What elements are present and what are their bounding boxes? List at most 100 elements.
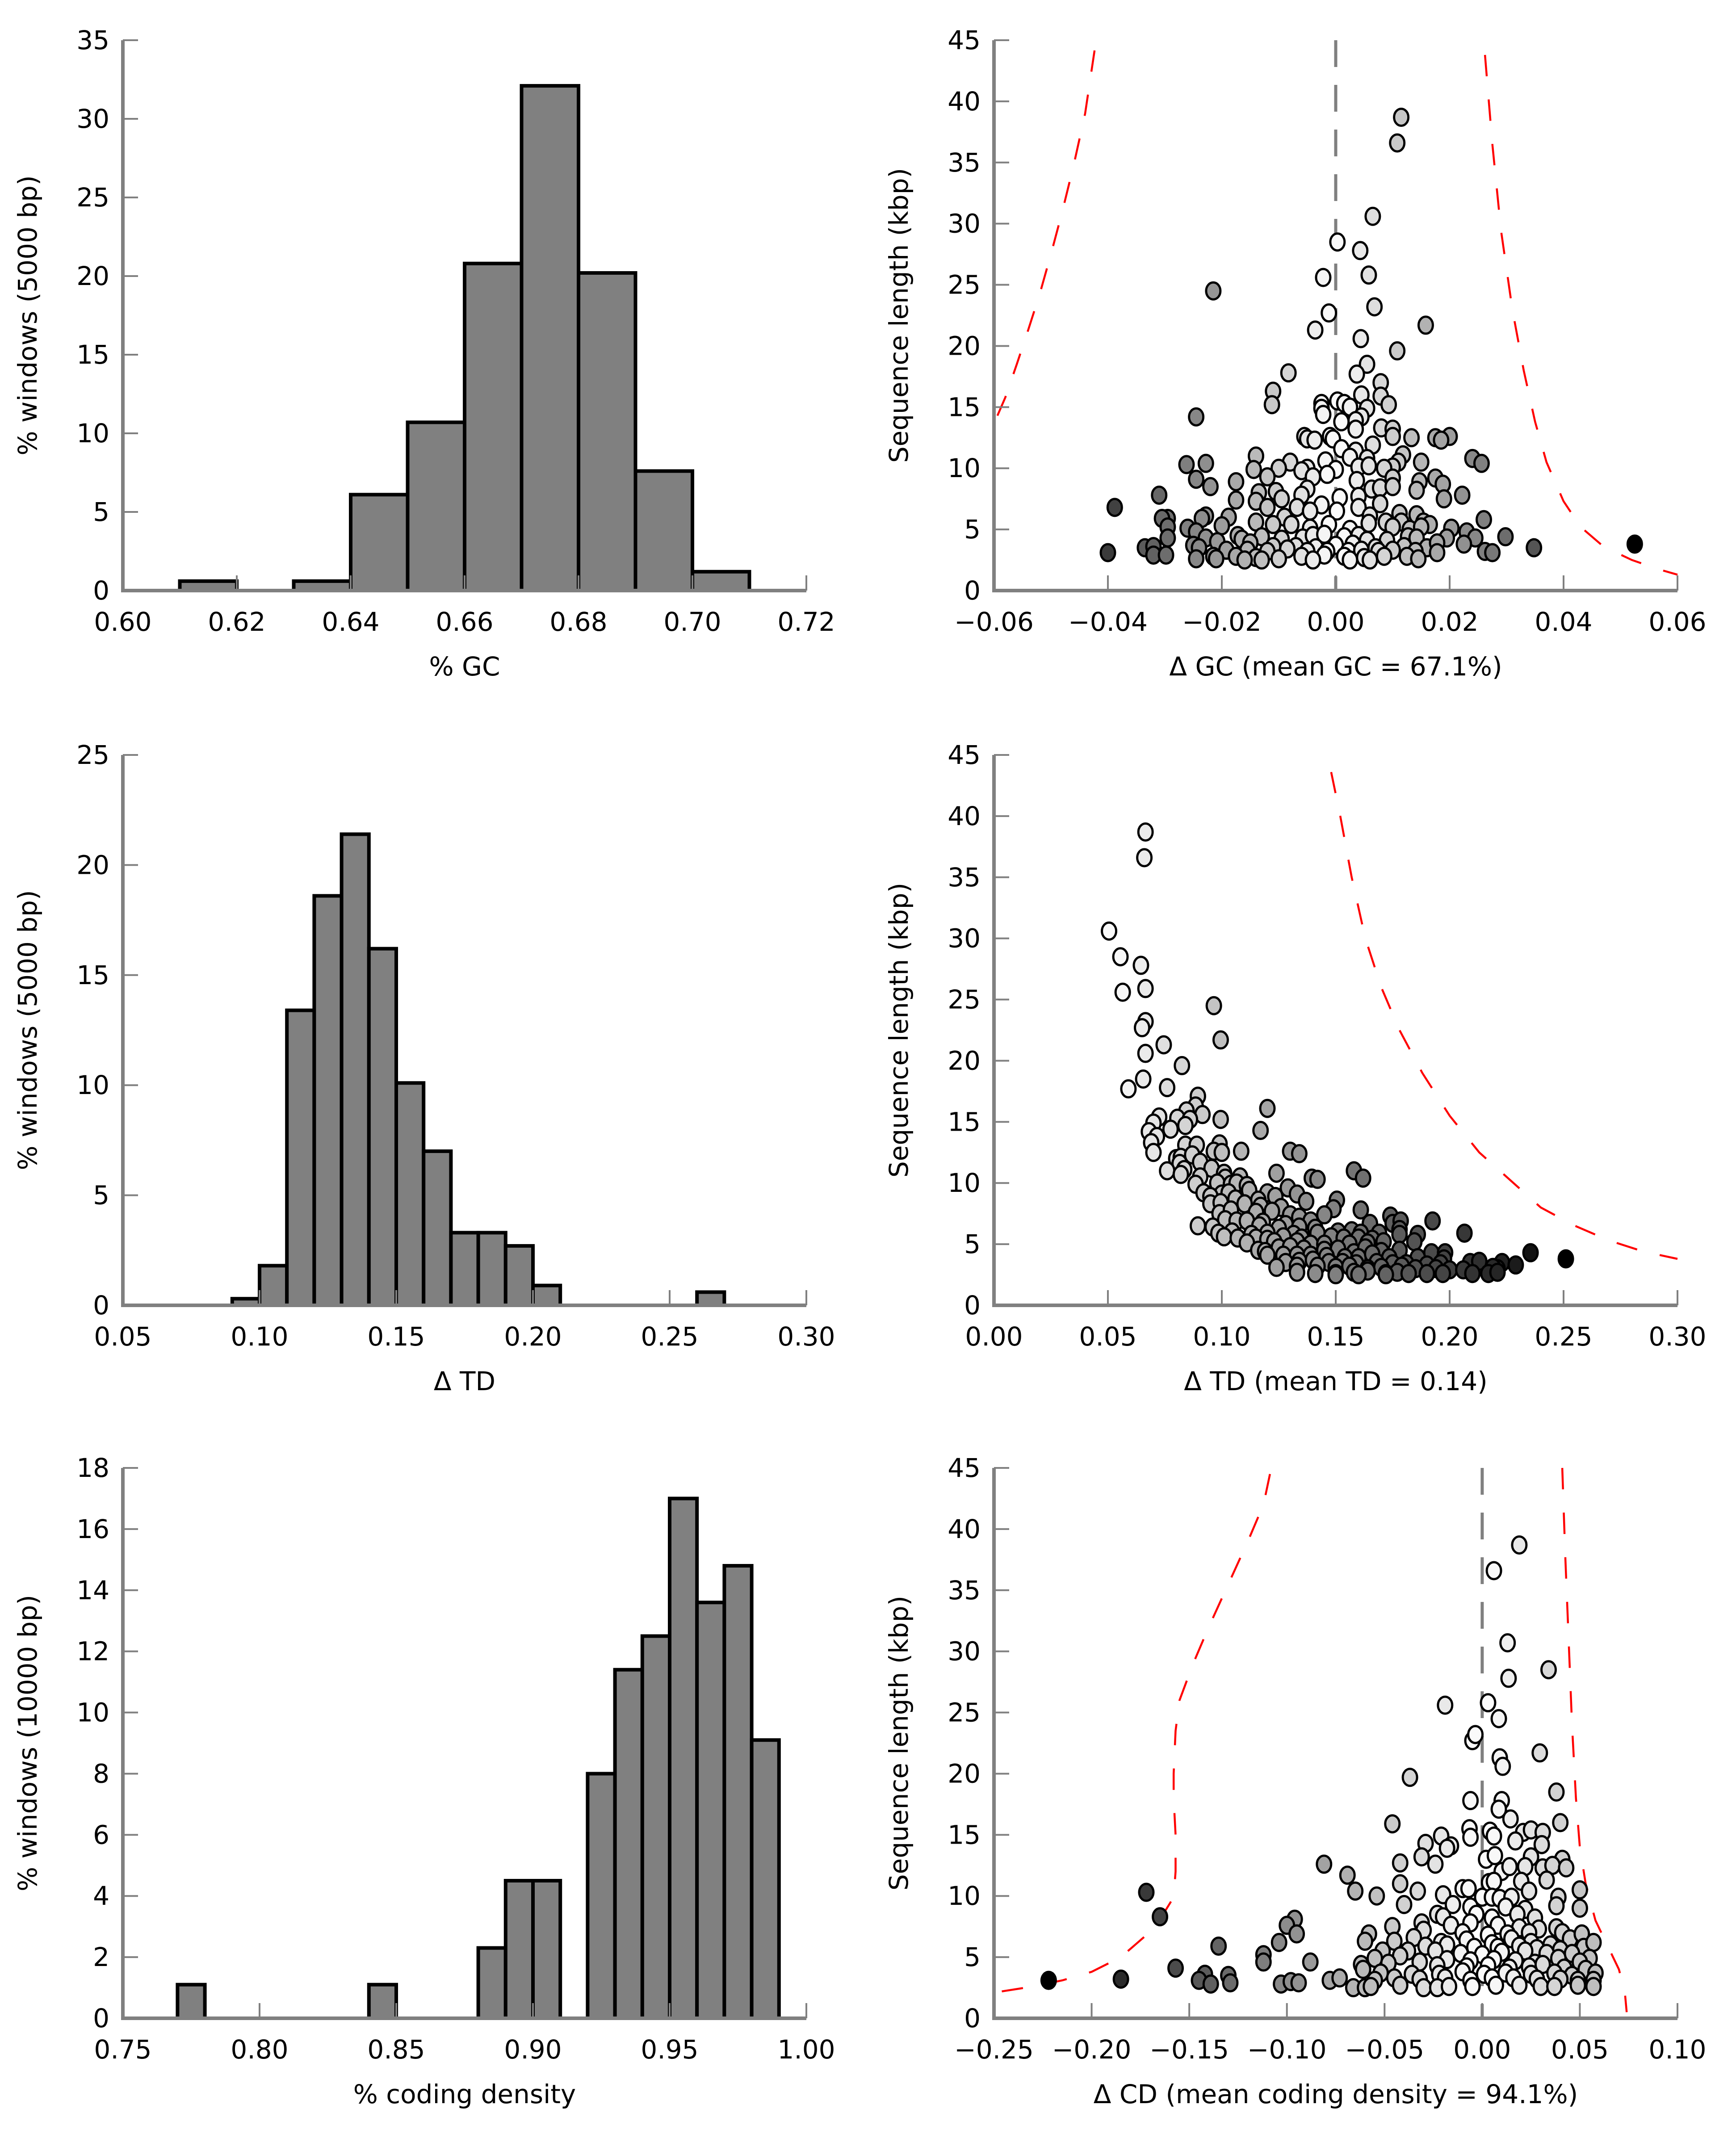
- x-axis-label: % coding density: [353, 2079, 576, 2109]
- y-tick-label: 0: [964, 2003, 981, 2033]
- scatter-point: [1532, 1977, 1549, 1996]
- scatter-point: [1389, 133, 1406, 153]
- scatter-point: [1350, 1265, 1367, 1285]
- scatter-point: [1531, 1743, 1548, 1763]
- scatter-point: [1316, 1205, 1333, 1224]
- y-tick-label: 10: [76, 418, 109, 449]
- scatter-point: [1212, 1110, 1229, 1129]
- y-tick-label: 25: [948, 1698, 981, 1728]
- histogram-bar: [722, 1564, 754, 2020]
- y-tick-label: 15: [76, 340, 109, 370]
- scatter-point: [1298, 1191, 1315, 1211]
- scatter-point: [1212, 1030, 1229, 1050]
- x-tick-label: −0.25: [954, 2034, 1034, 2065]
- x-axis-label: Δ GC (mean GC = 67.1%): [1169, 651, 1502, 682]
- scatter-point: [1417, 315, 1434, 335]
- scatter-point: [1309, 1170, 1326, 1189]
- scatter-point: [1473, 453, 1490, 473]
- scatter-point: [1392, 1874, 1409, 1894]
- histogram-bar: [531, 1283, 562, 1307]
- histogram-bar: [476, 1946, 507, 2020]
- scatter-point: [1273, 489, 1290, 509]
- scatter-point: [1546, 1977, 1563, 1996]
- x-tick-label: 0.00: [1307, 607, 1364, 637]
- histogram-bar: [176, 1983, 207, 2020]
- x-tick-label: 0.00: [1453, 2034, 1511, 2065]
- y-tick-label: 10: [948, 1881, 981, 1911]
- y-tick-label: 15: [948, 1819, 981, 1850]
- x-tick-label: 0.00: [965, 1321, 1023, 1352]
- scatter-point: [1522, 1243, 1539, 1262]
- x-axis-label: Δ TD: [434, 1366, 495, 1396]
- histogram-bar: [312, 894, 344, 1307]
- y-tick-label: 40: [948, 1514, 981, 1544]
- scatter-point: [1511, 1975, 1528, 1995]
- scatter-point: [1213, 1143, 1230, 1162]
- scatter-point: [1375, 546, 1392, 566]
- x-tick-label: −0.02: [1182, 607, 1262, 637]
- scatter-point: [1557, 1249, 1574, 1269]
- x-tick-label: 0.80: [231, 2034, 288, 2065]
- scatter-point: [1236, 550, 1253, 570]
- scatter-point: [1271, 458, 1287, 478]
- scatter-point: [1371, 494, 1388, 514]
- x-tick-label: −0.10: [1247, 2034, 1327, 2065]
- histogram-bar: [463, 261, 524, 592]
- x-axis-label: Δ CD (mean coding density = 94.1%): [1094, 2079, 1578, 2109]
- y-tick-label: 0: [964, 575, 981, 606]
- scatter-point: [1462, 1791, 1479, 1811]
- scatter-point: [1354, 1959, 1371, 1979]
- scatter-point: [1391, 1224, 1408, 1244]
- scatter-point: [1392, 1853, 1409, 1873]
- scatter-point: [1307, 320, 1324, 340]
- scatter-point: [1486, 1846, 1503, 1866]
- y-tick-label: 18: [76, 1453, 109, 1483]
- scatter-point: [1348, 364, 1365, 384]
- scatter-point: [1288, 1924, 1305, 1944]
- scatter-point: [1135, 1069, 1152, 1089]
- bound-curve-left-bound: [996, 48, 1096, 416]
- scatter-point: [1437, 1695, 1454, 1715]
- scatter-point: [1487, 1975, 1504, 1995]
- scatter-point: [1151, 485, 1168, 505]
- histogram-bar: [503, 1244, 535, 1308]
- scatter-point: [1438, 1838, 1455, 1858]
- scatter-point: [1490, 1799, 1507, 1819]
- x-tick-label: 0.64: [322, 607, 379, 637]
- histogram-bar: [422, 1149, 453, 1308]
- scatter-point: [1392, 1975, 1409, 1995]
- scatter-point: [1400, 1264, 1417, 1283]
- scatter-point: [1319, 465, 1336, 484]
- y-tick-label: 2: [93, 1942, 109, 1972]
- histogram-bar: [258, 1264, 289, 1307]
- scatter-point: [1350, 498, 1367, 517]
- y-tick-label: 0: [93, 1290, 109, 1321]
- scatter-point: [1502, 1809, 1519, 1829]
- scatter-point: [1347, 1881, 1364, 1901]
- scatter-point: [1112, 1969, 1129, 1989]
- y-tick-label: 25: [948, 270, 981, 300]
- y-tick-label: 25: [948, 985, 981, 1015]
- histogram-bar: [449, 1231, 480, 1307]
- scatter-point: [1280, 363, 1297, 383]
- scatter-point: [1410, 549, 1427, 569]
- scatter-point: [1484, 543, 1501, 562]
- scatter-point: [1418, 1264, 1435, 1283]
- x-tick-label: 0.05: [1079, 1321, 1136, 1352]
- scatter-point: [1210, 1936, 1227, 1956]
- bound-curve-bound: [1330, 771, 1678, 1260]
- x-tick-label: −0.04: [1068, 607, 1148, 637]
- panel-td-histogram: 0 5 10 15 20 25 0.05 0.10 0.15 0.20 0.25 0.30 Δ TD % …: [13, 740, 835, 1396]
- scatter-point: [1357, 1932, 1374, 1951]
- scatter-point: [1441, 1977, 1458, 1996]
- scatter-point: [1476, 510, 1492, 529]
- scatter-point: [1228, 490, 1245, 510]
- scatter-point: [1360, 456, 1377, 476]
- scatter-point: [1521, 1881, 1538, 1901]
- scatter-point: [1429, 543, 1446, 562]
- scatter-point: [1384, 1814, 1401, 1834]
- bound-curve-right-bound: [1484, 54, 1678, 576]
- scatter-point: [1228, 472, 1245, 491]
- scatter-point: [1396, 1895, 1413, 1914]
